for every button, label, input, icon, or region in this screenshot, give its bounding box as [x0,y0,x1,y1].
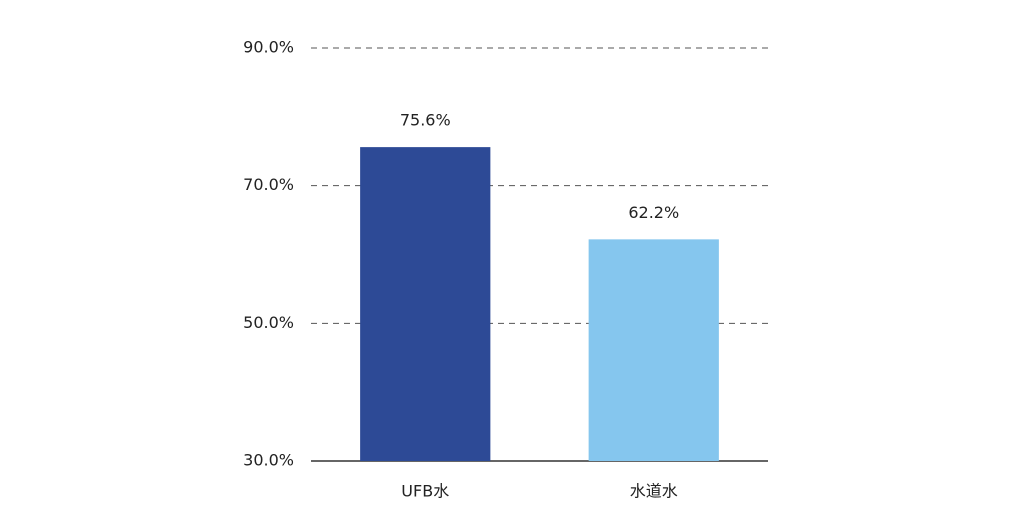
x-tick-label: UFB水 [401,482,449,501]
y-tick-label: 50.0% [243,313,294,332]
value-label: 75.6% [400,111,451,130]
bar [360,147,491,461]
value-label: 62.2% [628,203,679,222]
y-tick-label: 90.0% [243,38,294,57]
x-tick-label: 水道水 [630,482,678,501]
y-tick-label: 70.0% [243,175,294,194]
bar [588,239,719,461]
y-tick-label: 30.0% [243,451,294,470]
